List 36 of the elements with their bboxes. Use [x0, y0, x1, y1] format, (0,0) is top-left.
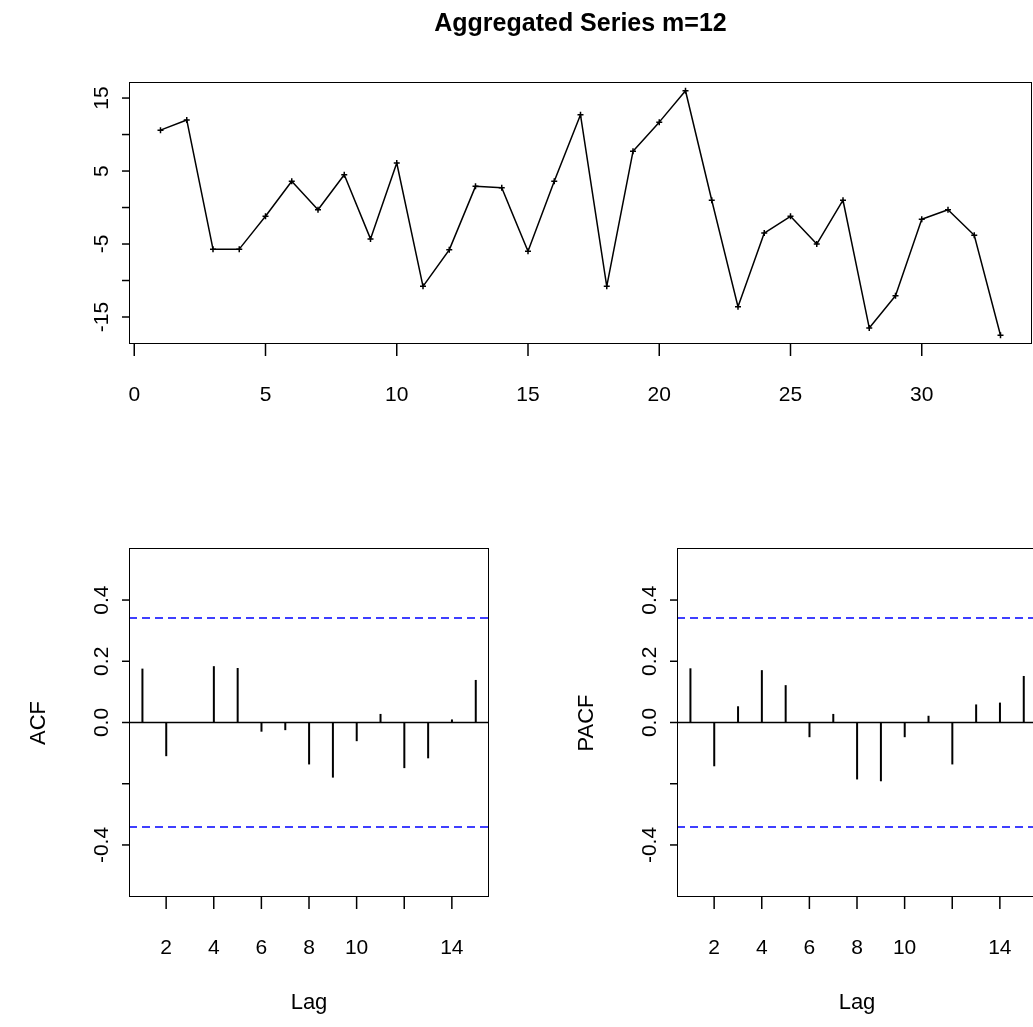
y-axis-title: PACF [573, 693, 599, 754]
y-axis-title: ACF [25, 699, 51, 747]
y-tick-label: 0.0 [637, 707, 660, 738]
x-tick-label: 4 [755, 934, 768, 958]
x-tick-label: 10 [385, 381, 409, 405]
x-tick-label: 6 [803, 934, 816, 958]
chart-title: Aggregated Series m=12 [433, 8, 728, 37]
x-tick-label: 0 [128, 381, 141, 405]
y-tick-label: 0.2 [637, 646, 660, 676]
y-tick-label: 15 [89, 86, 112, 110]
x-axis-title: Lag [837, 989, 877, 1015]
x-tick-label: 14 [440, 934, 464, 958]
x-tick-label: 14 [988, 934, 1012, 958]
x-tick-label: 15 [516, 381, 540, 405]
y-tick-label: -5 [89, 234, 112, 254]
x-tick-label: 2 [708, 934, 720, 958]
y-tick-label: 5 [89, 165, 112, 177]
y-tick-label: 0.0 [89, 707, 112, 738]
x-axis-title: Lag [289, 989, 329, 1015]
x-tick-label: 10 [344, 934, 369, 958]
x-tick-label: 2 [160, 934, 172, 958]
y-tick-label: 0.4 [637, 585, 660, 615]
y-tick-label: 0.4 [89, 585, 112, 615]
x-tick-label: 4 [207, 934, 220, 958]
y-tick-label: -0.4 [637, 826, 660, 864]
x-tick-label: 8 [303, 934, 315, 958]
x-tick-label: 10 [892, 934, 917, 958]
x-tick-label: 20 [647, 381, 671, 405]
x-tick-label: 6 [255, 934, 268, 958]
x-tick-label: 5 [259, 381, 272, 405]
y-tick-label: 0.2 [89, 646, 112, 676]
x-tick-label: 8 [851, 934, 863, 958]
x-tick-label: 25 [778, 381, 803, 405]
y-tick-label: -0.4 [89, 826, 112, 864]
x-tick-label: 30 [910, 381, 934, 405]
y-tick-label: -15 [89, 301, 112, 333]
